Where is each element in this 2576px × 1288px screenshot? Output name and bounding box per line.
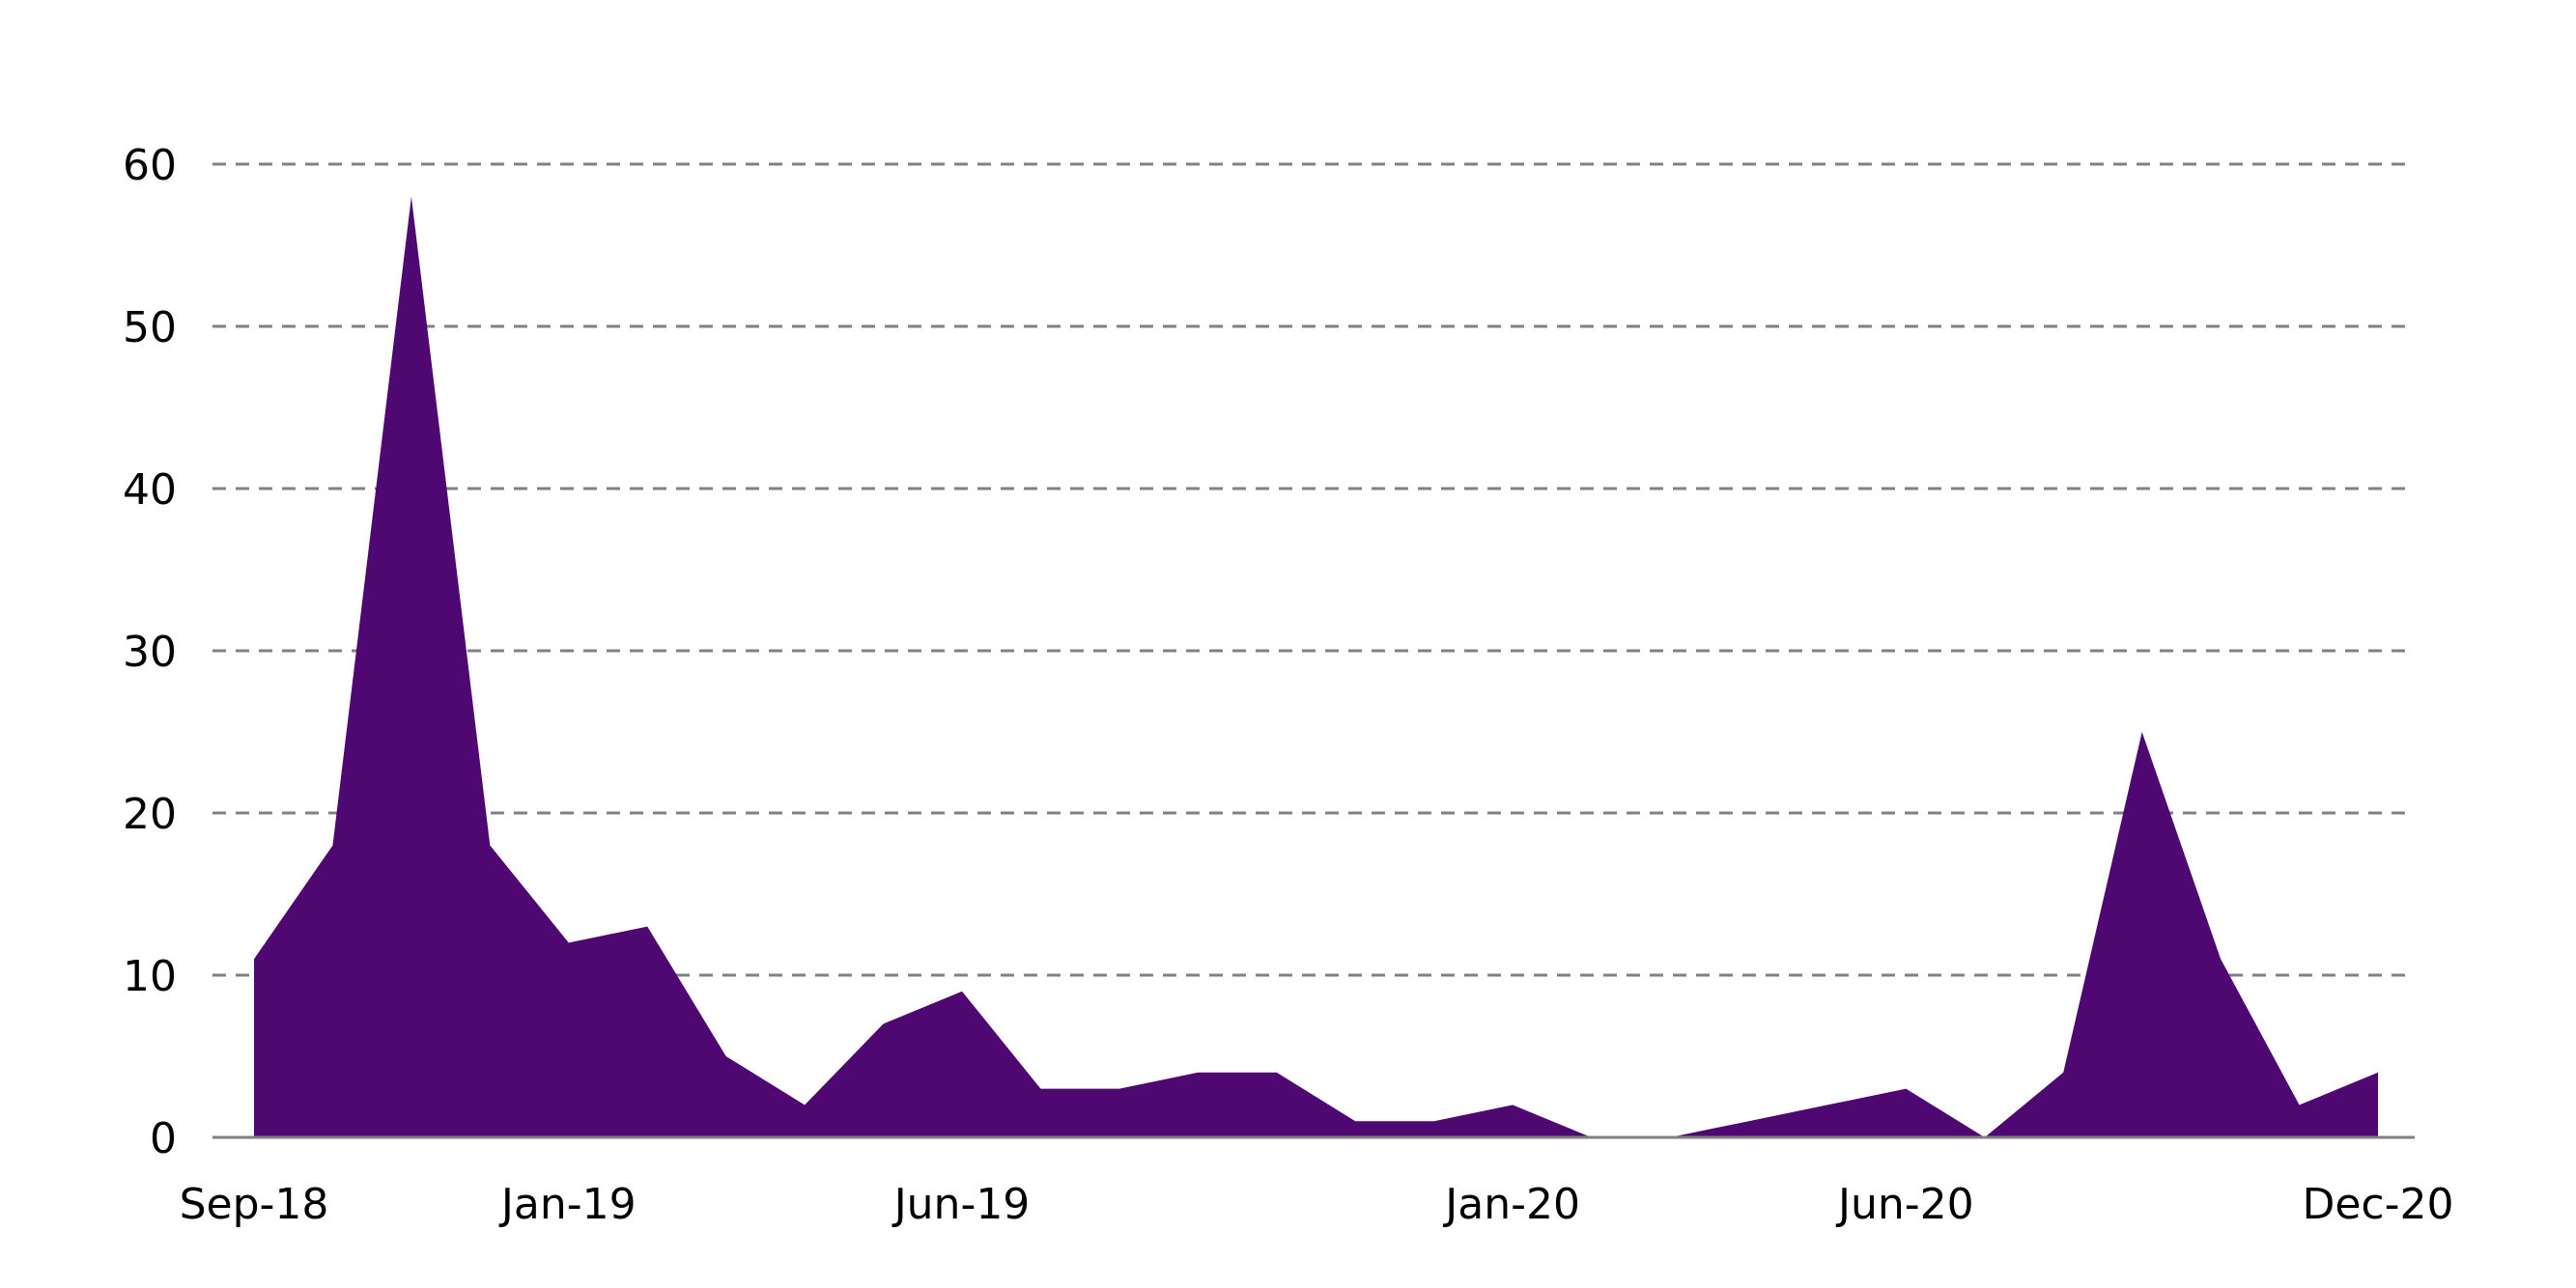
y-tick-label: 50 bbox=[123, 303, 177, 352]
series-area-layer bbox=[254, 196, 2378, 1138]
y-tick-label: 30 bbox=[123, 628, 177, 677]
y-tick-label: 0 bbox=[150, 1114, 177, 1163]
y-tick-label: 20 bbox=[123, 790, 177, 839]
x-tick-label: Dec-20 bbox=[2302, 1180, 2453, 1229]
x-tick-label: Jan-20 bbox=[1442, 1180, 1580, 1229]
x-axis-tick-labels: Sep-18 Jan-19 Jun-19 Jan-20 Jun-20 Dec-20 bbox=[180, 1180, 2454, 1229]
x-tick-label: Jun-19 bbox=[892, 1180, 1031, 1229]
x-tick-label: Jun-20 bbox=[1835, 1180, 1974, 1229]
y-tick-label: 60 bbox=[123, 141, 177, 190]
x-tick-label: Sep-18 bbox=[180, 1180, 329, 1229]
y-axis-tick-labels: 0 10 20 30 40 50 60 bbox=[123, 141, 177, 1163]
series-area-0 bbox=[254, 196, 2378, 1138]
x-tick-label: Jan-19 bbox=[498, 1180, 637, 1229]
y-tick-label: 40 bbox=[123, 465, 177, 515]
y-tick-label: 10 bbox=[123, 952, 177, 1001]
gridlines bbox=[212, 162, 2415, 977]
